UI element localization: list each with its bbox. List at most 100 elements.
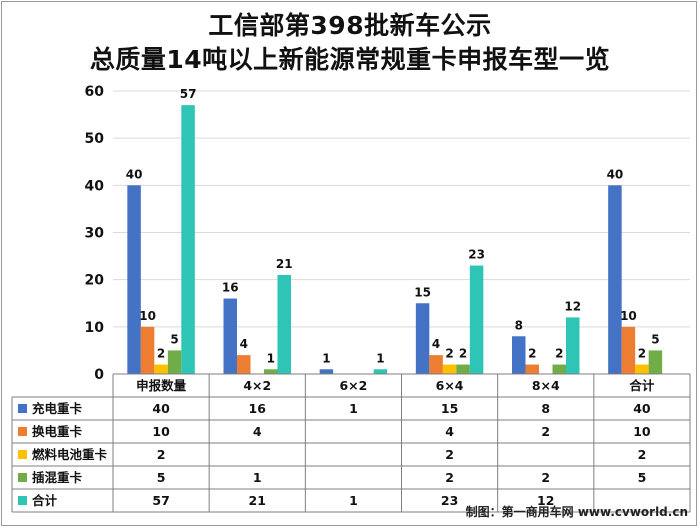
data-label: 40 xyxy=(126,167,143,181)
bar xyxy=(429,355,443,374)
data-label: 10 xyxy=(139,309,156,323)
y-tick-label: 50 xyxy=(85,131,105,147)
table-cell: 4 xyxy=(253,424,262,439)
legend-swatch xyxy=(18,427,27,436)
table-cell: 4 xyxy=(445,424,454,439)
bar xyxy=(456,364,470,374)
bar xyxy=(277,274,291,374)
data-label: 16 xyxy=(222,281,239,295)
table-cell: 21 xyxy=(249,493,266,508)
table-cell: 40 xyxy=(152,401,170,416)
y-tick-label: 20 xyxy=(85,273,105,289)
legend-swatch xyxy=(18,496,27,505)
table-cell: 23 xyxy=(441,493,458,508)
data-label: 40 xyxy=(607,167,624,181)
bar xyxy=(566,317,580,374)
legend-swatch xyxy=(18,473,27,482)
data-label: 2 xyxy=(528,347,536,361)
bar xyxy=(373,369,388,374)
bar xyxy=(621,326,636,374)
category-label: 8×4 xyxy=(532,378,560,393)
table-cell: 2 xyxy=(157,447,166,462)
data-label: 5 xyxy=(651,332,659,346)
y-tick-label: 30 xyxy=(85,226,105,242)
category-label: 申报数量 xyxy=(136,378,187,393)
category-label: 6×2 xyxy=(339,378,367,393)
y-tick-label: 0 xyxy=(94,367,104,383)
chart-title-line2: 总质量14吨以上新能源常规重卡申报车型一览 xyxy=(89,45,611,74)
legend-label: 充电重卡 xyxy=(32,401,83,416)
table-cell: 10 xyxy=(633,424,651,439)
data-label: 8 xyxy=(515,318,523,332)
data-label: 2 xyxy=(459,347,467,361)
data-label: 12 xyxy=(564,299,581,313)
bar xyxy=(415,303,430,374)
bar xyxy=(223,298,237,374)
data-label: 4 xyxy=(432,337,440,351)
table-cell: 40 xyxy=(633,401,651,416)
data-label: 2 xyxy=(157,347,165,361)
category-label: 6×4 xyxy=(436,378,464,393)
data-label: 2 xyxy=(638,347,646,361)
legend-label: 换电重卡 xyxy=(32,424,83,439)
bar xyxy=(167,350,182,374)
table-cell: 1 xyxy=(349,401,358,416)
table-cell: 2 xyxy=(445,470,454,485)
data-label: 5 xyxy=(170,332,178,346)
data-label: 4 xyxy=(240,337,248,351)
data-label: 57 xyxy=(180,87,197,101)
bar xyxy=(264,369,278,374)
bar xyxy=(608,185,622,374)
bar xyxy=(140,326,155,374)
legend-label: 合计 xyxy=(32,493,58,508)
category-label: 4×2 xyxy=(243,378,271,393)
y-tick-label: 40 xyxy=(85,178,105,194)
table-cell: 15 xyxy=(441,401,458,416)
bar xyxy=(635,364,649,374)
table-cell: 2 xyxy=(638,447,647,462)
bar xyxy=(648,350,663,374)
data-label: 15 xyxy=(414,285,431,299)
legend-label: 插混重卡 xyxy=(32,470,83,485)
bar xyxy=(442,364,457,374)
legend-swatch xyxy=(18,404,27,413)
chart-title-line1: 工信部第398批新车公示 xyxy=(208,11,492,40)
bar xyxy=(469,265,484,374)
legend-swatch xyxy=(18,450,27,459)
table-cell: 5 xyxy=(157,470,166,485)
legend-label: 燃料电池重卡 xyxy=(32,447,108,462)
data-label: 1 xyxy=(267,351,275,365)
table-cell: 12 xyxy=(537,493,554,508)
data-label: 1 xyxy=(322,351,330,365)
bar xyxy=(512,336,526,374)
table-cell: 16 xyxy=(249,401,267,416)
table-cell: 2 xyxy=(445,447,454,462)
bar xyxy=(525,364,539,374)
data-label: 10 xyxy=(620,309,637,323)
y-tick-label: 10 xyxy=(85,320,105,336)
bar xyxy=(319,369,334,374)
bar xyxy=(154,364,168,374)
data-label: 2 xyxy=(445,347,453,361)
table-cell: 10 xyxy=(152,424,170,439)
y-tick-label: 60 xyxy=(85,84,105,100)
category-label: 合计 xyxy=(629,378,655,393)
bar xyxy=(127,185,141,374)
data-label: 21 xyxy=(276,257,293,271)
bar xyxy=(552,364,566,374)
table-cell: 2 xyxy=(541,424,550,439)
data-label: 2 xyxy=(555,347,563,361)
table-cell: 2 xyxy=(541,470,550,485)
chart-credit: 制图：第一商用车网 www.cvworld.cn xyxy=(465,505,688,519)
table-cell: 1 xyxy=(253,470,262,485)
bar xyxy=(181,105,195,375)
data-label: 23 xyxy=(468,248,485,262)
table-cell: 57 xyxy=(152,493,169,508)
bar xyxy=(237,355,251,374)
data-label: 1 xyxy=(376,351,384,365)
table-cell: 8 xyxy=(541,401,550,416)
table-cell: 5 xyxy=(638,470,647,485)
table-cell: 1 xyxy=(349,493,358,508)
